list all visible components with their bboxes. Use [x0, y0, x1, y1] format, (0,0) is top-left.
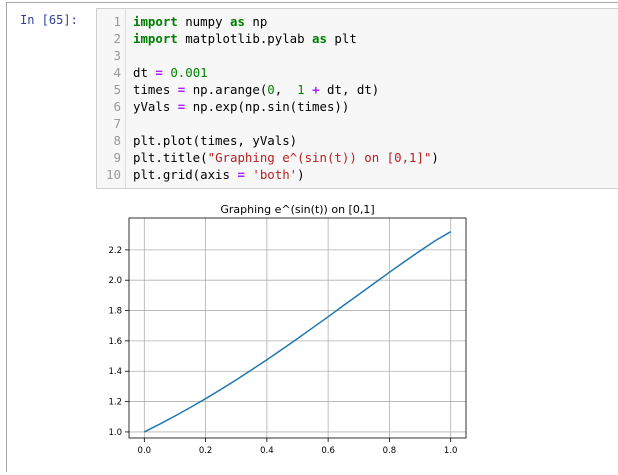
- series-line: [143, 231, 452, 433]
- x-tick-label: 0.8: [383, 446, 397, 456]
- x-tick-label: 0.6: [321, 446, 335, 456]
- y-tick-label: 2.2: [108, 246, 122, 256]
- line-number: 6: [113, 99, 121, 114]
- line-number: 7: [113, 116, 121, 131]
- code-text: plt.plot(times, yVals): [133, 132, 297, 149]
- code-token: plt.title(: [133, 150, 208, 165]
- code-token: "Graphing e^(sin(t)) on [0,1]": [207, 150, 432, 165]
- y-tick-label: 1.0: [108, 428, 122, 438]
- y-tick-label: 2.0: [108, 276, 122, 286]
- code-token: =: [177, 99, 186, 114]
- code-text: import numpy as np: [133, 13, 267, 30]
- code-token: 1: [297, 82, 305, 97]
- code-token: 0.001: [170, 65, 208, 80]
- code-token: import: [133, 31, 178, 46]
- line-number: 4: [113, 65, 121, 80]
- code-text: plt.grid(axis = 'both'): [133, 166, 305, 183]
- line-number: 9: [113, 150, 121, 165]
- input-prompt: In [65]:: [20, 13, 78, 27]
- code-token: np.arange(: [185, 82, 268, 97]
- code-token: plt.plot(times, yVals): [133, 133, 298, 148]
- code-token: np.exp(np.sin(times)): [185, 99, 350, 114]
- line-number: 3: [113, 48, 121, 63]
- code-token: =: [237, 167, 245, 182]
- chart-title: Graphing e^(sin(t)) on [0,1]: [220, 203, 374, 216]
- y-tick-label: 1.2: [108, 398, 122, 408]
- x-tick-label: 1.0: [444, 446, 458, 456]
- y-tick-label: 1.4: [108, 367, 122, 377]
- x-tick-label: 0.4: [260, 446, 274, 456]
- code-token: yVals: [133, 99, 178, 114]
- code-token: as: [312, 31, 327, 46]
- x-tick-label: 0.2: [199, 446, 213, 456]
- code-token: times: [133, 82, 178, 97]
- code-token: dt, dt): [319, 82, 380, 97]
- x-tick-label: 0.0: [138, 446, 152, 456]
- code-token: +: [312, 82, 320, 97]
- code-text: plt.title("Graphing e^(sin(t)) on [0,1]"…: [133, 149, 439, 166]
- code-editor[interactable]: 1 import numpy as np 2 import matplotlib.py…: [96, 8, 618, 189]
- code-token: ): [297, 167, 305, 182]
- code-token: dt: [133, 65, 156, 80]
- code-token: as: [229, 14, 245, 29]
- code-token: matplotlib.pylab: [177, 31, 313, 46]
- code-text: times = np.arange(0, 1 + dt, dt): [133, 81, 379, 98]
- line-number: 2: [113, 31, 121, 46]
- code-token: =: [155, 65, 163, 80]
- code-token: np: [244, 14, 268, 29]
- code-token: plt.grid(axis: [133, 167, 238, 182]
- code-text: yVals = np.exp(np.sin(times)): [133, 98, 349, 115]
- code-token: ): [431, 150, 439, 165]
- code-token: numpy: [177, 14, 230, 29]
- code-token: import: [133, 14, 178, 29]
- code-text: import matplotlib.pylab as plt: [133, 30, 357, 47]
- code-token: ,: [274, 82, 298, 97]
- line-number: 10: [106, 167, 121, 182]
- code-token: =: [177, 82, 186, 97]
- axes-frame: [128, 217, 467, 439]
- line-number: 8: [113, 133, 121, 148]
- line-number: 5: [113, 82, 121, 97]
- line-number: 1: [113, 14, 121, 29]
- code-token: plt: [326, 31, 357, 46]
- y-tick-label: 1.8: [108, 307, 122, 317]
- code-token: 'both': [252, 167, 298, 182]
- code-text: dt = 0.001: [133, 64, 208, 81]
- line-number-gutter: [97, 9, 126, 188]
- y-tick-label: 1.6: [108, 337, 122, 347]
- code-token: 0: [267, 82, 275, 97]
- plot-area: [129, 218, 466, 438]
